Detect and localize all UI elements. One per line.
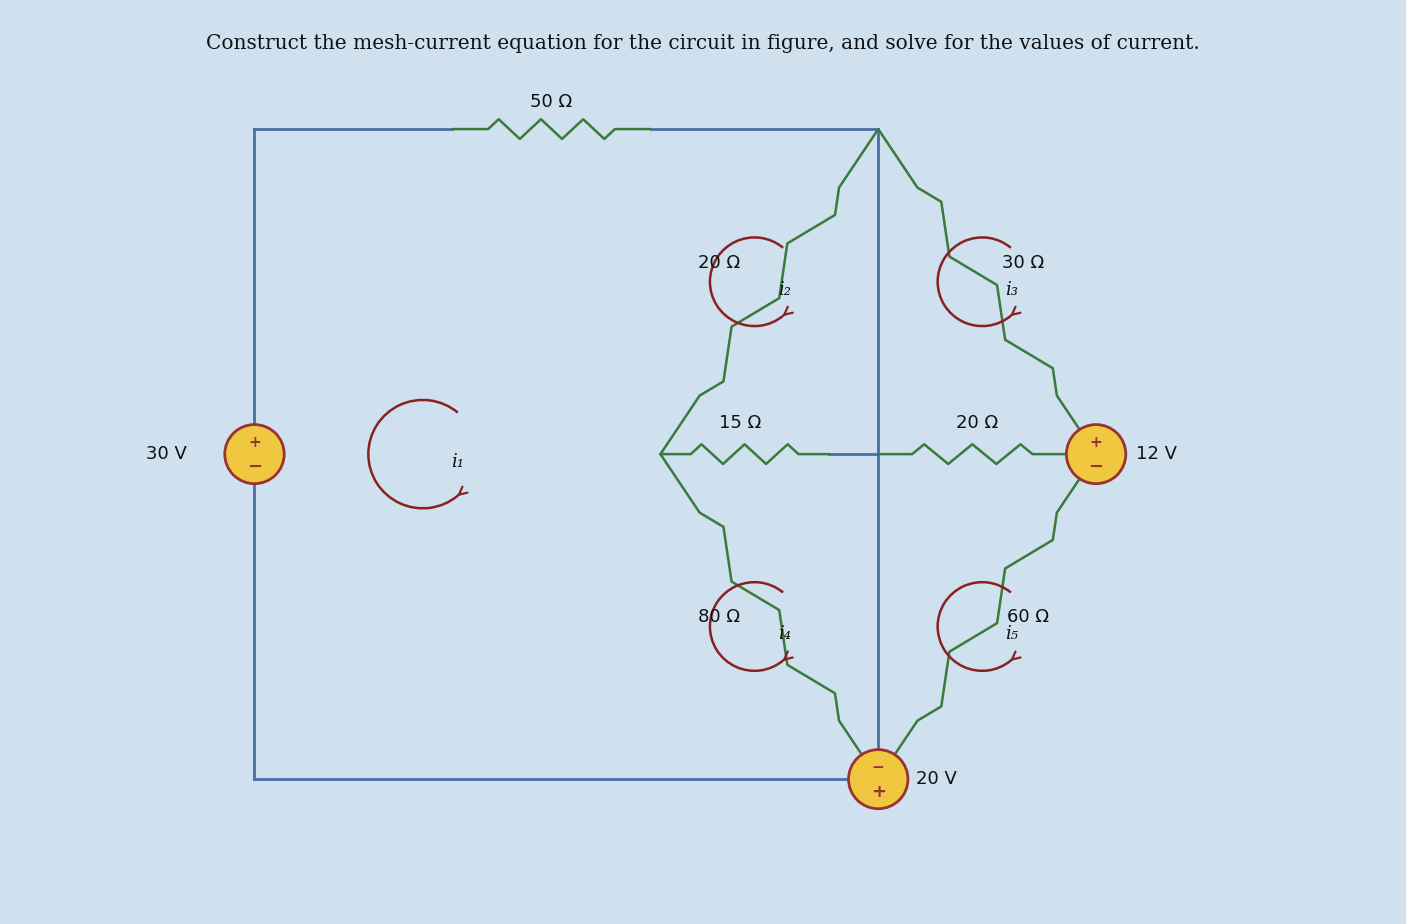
Text: +: +	[247, 435, 262, 450]
Text: 30 Ω: 30 Ω	[1002, 254, 1045, 272]
Text: Construct the mesh-current equation for the circuit in figure, and solve for the: Construct the mesh-current equation for …	[207, 34, 1199, 54]
Text: i₄: i₄	[778, 626, 790, 643]
Text: 15 Ω: 15 Ω	[718, 415, 761, 432]
Text: i₅: i₅	[1005, 626, 1018, 643]
Text: +: +	[1090, 435, 1102, 450]
Text: 20 V: 20 V	[915, 771, 956, 788]
Text: i₂: i₂	[778, 281, 790, 298]
Circle shape	[849, 749, 908, 808]
Text: i₁: i₁	[451, 453, 464, 471]
Text: −: −	[1088, 457, 1104, 476]
Text: 50 Ω: 50 Ω	[530, 93, 572, 112]
Text: +: +	[870, 783, 886, 800]
Text: −: −	[872, 760, 884, 775]
Text: 20 Ω: 20 Ω	[956, 415, 998, 432]
Text: 12 V: 12 V	[1136, 445, 1177, 463]
Circle shape	[225, 424, 284, 483]
Circle shape	[1066, 424, 1126, 483]
Text: 30 V: 30 V	[146, 445, 187, 463]
Text: 80 Ω: 80 Ω	[697, 608, 740, 626]
Text: 60 Ω: 60 Ω	[1007, 608, 1049, 626]
Text: −: −	[247, 457, 262, 476]
Text: 20 Ω: 20 Ω	[697, 254, 740, 272]
Text: i₃: i₃	[1005, 281, 1018, 298]
